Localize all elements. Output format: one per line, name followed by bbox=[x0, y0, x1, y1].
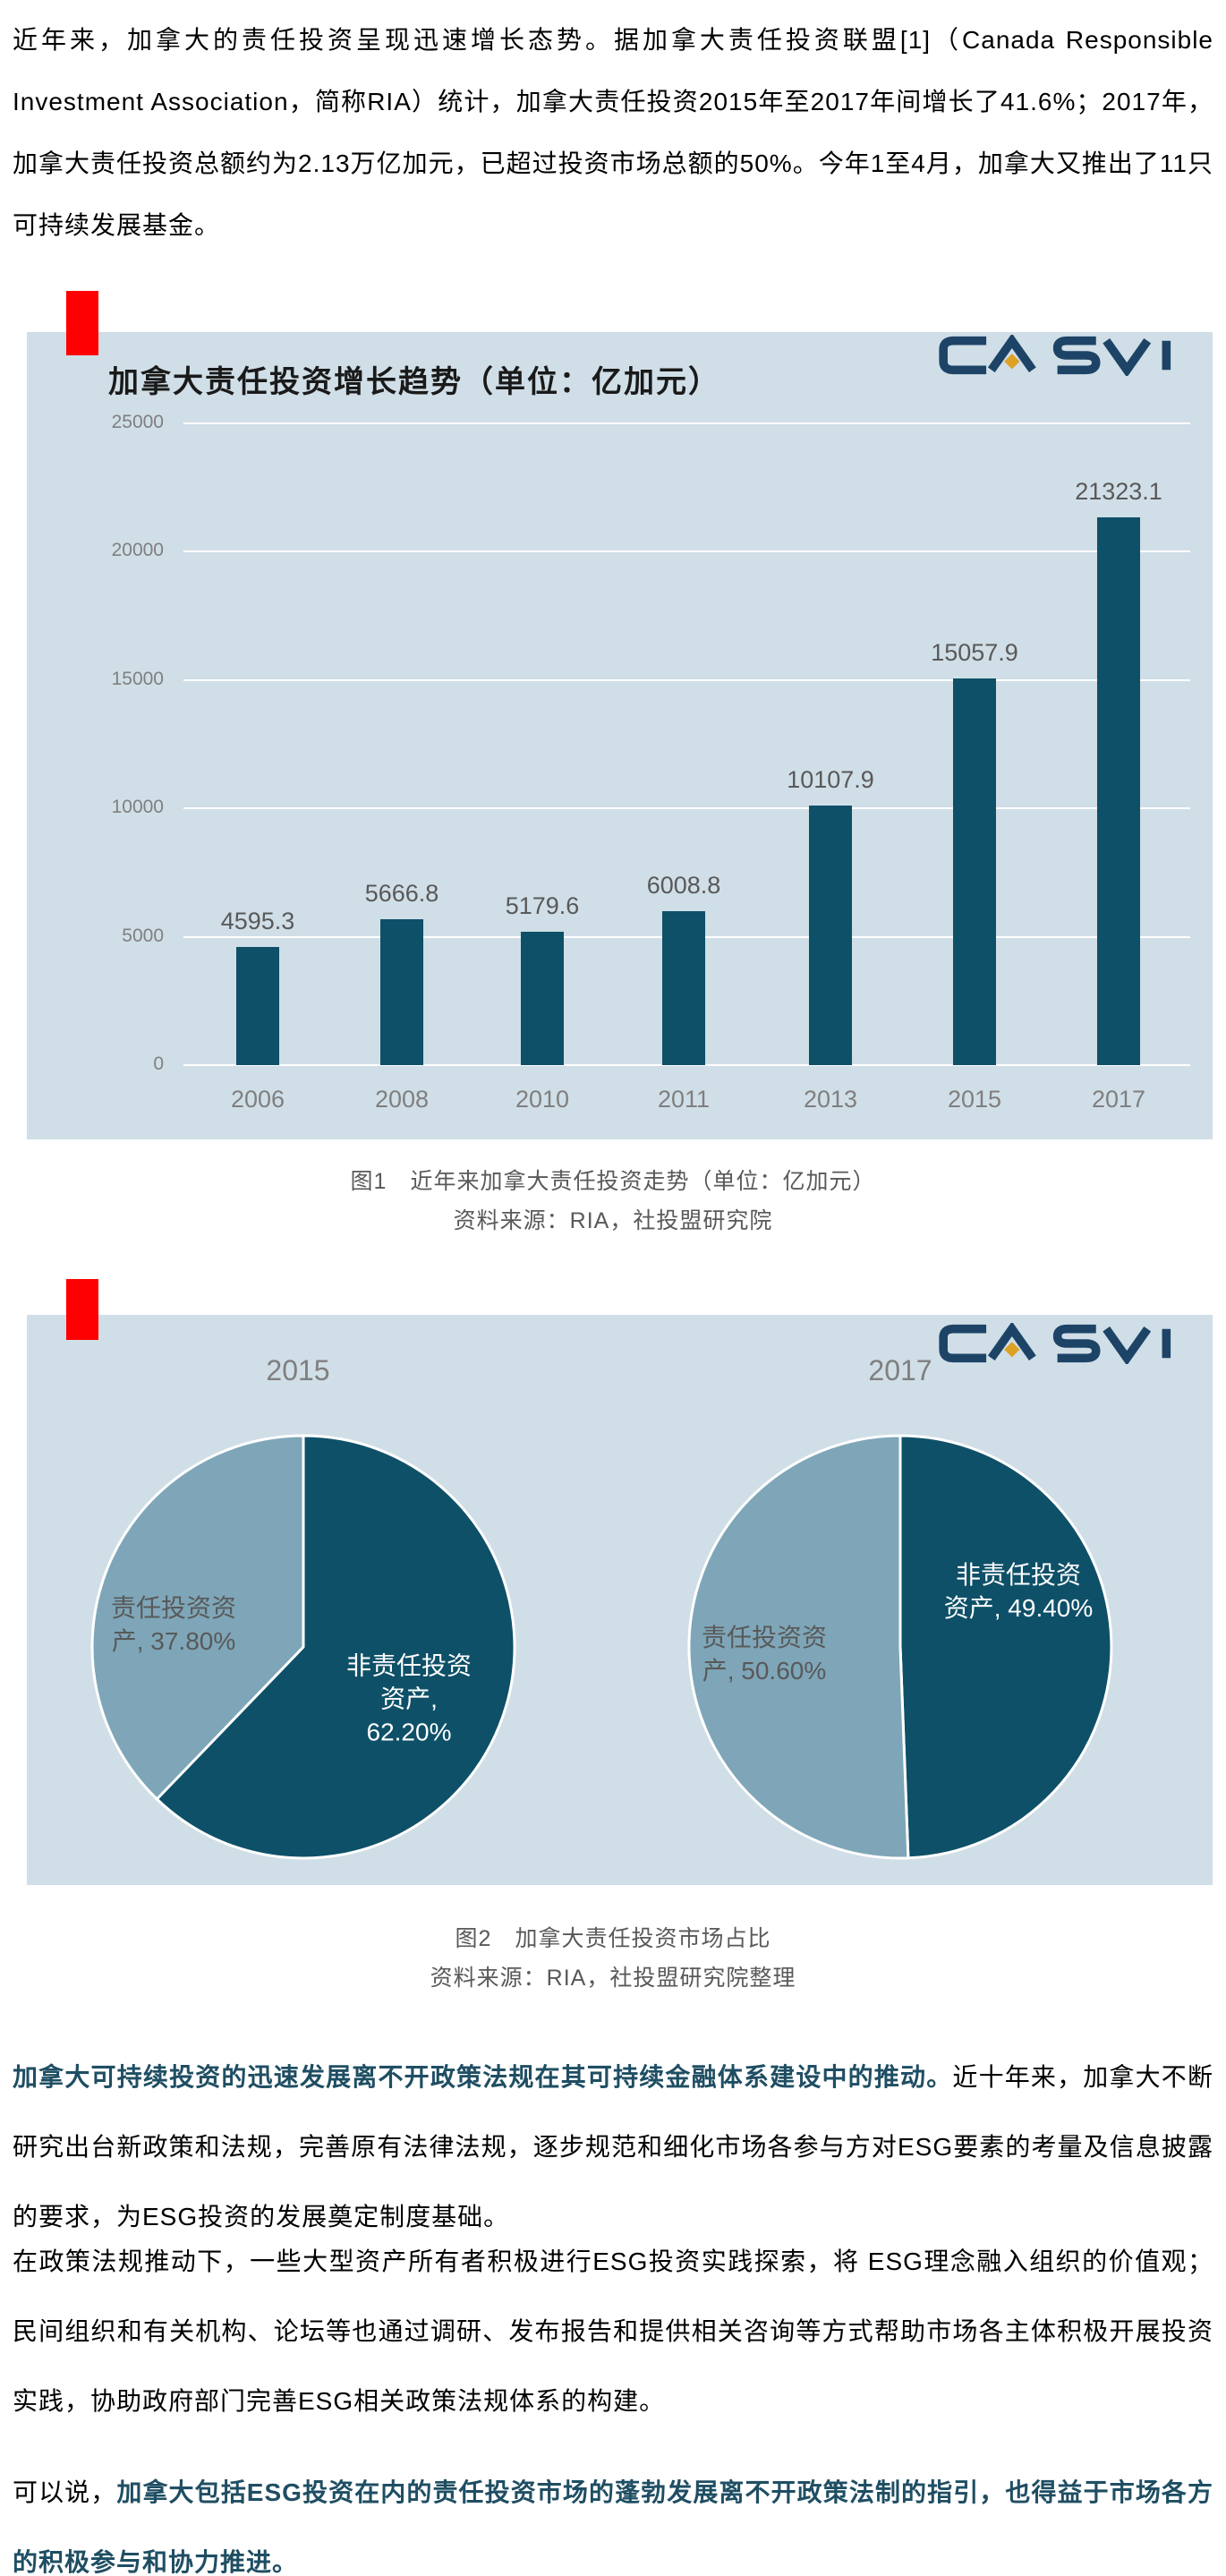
x-axis-tick-label: 2013 bbox=[803, 1086, 858, 1113]
bar bbox=[809, 806, 852, 1065]
pie-2017-title: 2017 bbox=[868, 1354, 932, 1386]
bar-chart-title: 加拿大责任投资增长趋势（单位：亿加元） bbox=[108, 365, 720, 399]
y-axis-tick-label: 20000 bbox=[111, 540, 164, 561]
conclusion-paragraph: 可以说，加拿大包括ESG投资在内的责任投资市场的蓬勃发展离不开政策法制的指引，也… bbox=[13, 2458, 1213, 2576]
x-axis-tick-label: 2006 bbox=[230, 1086, 285, 1113]
pie-svg bbox=[90, 1434, 516, 1860]
bar-value-label: 10107.9 bbox=[787, 766, 874, 794]
y-axis-tick-label: 5000 bbox=[122, 925, 164, 946]
pie-chart-panel: 2015 2017 非责任投资 资产, 62.20% 责任投资资 产, 37.80% 非… bbox=[27, 1315, 1213, 1885]
bar-value-label: 5179.6 bbox=[505, 892, 580, 920]
x-axis-tick-label: 2017 bbox=[1091, 1086, 1146, 1113]
pie-slice-责任投资资产 bbox=[687, 1434, 910, 1860]
pie-slice-label-line: 非责任投资 bbox=[345, 1651, 473, 1680]
pie-slice-label: 非责任投资资产, 62.20% bbox=[346, 1650, 472, 1749]
casvi-logo-icon bbox=[939, 1321, 1171, 1366]
pie-slice-label-line: 资产, 49.40% bbox=[943, 1594, 1094, 1622]
pie-2015-title: 2015 bbox=[266, 1354, 330, 1386]
pie-chart-2017: 非责任投资资产, 49.40% 责任投资资产, 50.60% bbox=[685, 1432, 1115, 1862]
pie-slice-非责任投资资产 bbox=[155, 1434, 516, 1860]
bar-value-label: 4595.3 bbox=[220, 908, 295, 935]
pie-slice-label-line: 62.20% bbox=[366, 1718, 452, 1746]
pie-slice-label: 责任投资资产, 50.60% bbox=[702, 1621, 827, 1687]
bar bbox=[380, 919, 423, 1065]
bar bbox=[1097, 517, 1140, 1065]
red-accent-marker bbox=[66, 291, 98, 355]
pie-slice-label: 非责任投资资产, 49.40% bbox=[944, 1558, 1094, 1625]
casvi-logo bbox=[926, 1321, 1214, 1366]
pie-chart-2015: 非责任投资资产, 62.20% 责任投资资产, 37.80% bbox=[89, 1432, 518, 1862]
pie-slice-责任投资资产 bbox=[90, 1434, 305, 1801]
gridline bbox=[183, 550, 1190, 553]
pie-slice-label-line: 产, 37.80% bbox=[111, 1627, 236, 1655]
bar bbox=[953, 678, 996, 1065]
pie-slice-label-line: 责任投资资 bbox=[110, 1594, 237, 1622]
text-segment: 加拿大可持续投资的迅速发展离不开政策法规在其可持续金融体系建设中的推动。 bbox=[13, 2063, 953, 2091]
bar bbox=[662, 910, 705, 1065]
pie-svg bbox=[687, 1434, 1113, 1860]
bar-value-label: 15057.9 bbox=[931, 639, 1018, 667]
y-axis-tick-label: 0 bbox=[153, 1053, 164, 1074]
figure2-source: 资料来源：RIA，社投盟研究院整理 bbox=[430, 1966, 796, 1991]
text-segment: 近年来，加拿大的责任投资呈现迅速增长态势。据加拿大责任投资联盟[1]（Canad… bbox=[13, 26, 1213, 239]
practice-paragraph: 在政策法规推动下，一些大型资产所有者积极进行ESG投资实践探索，将 ESG理念融… bbox=[13, 2227, 1213, 2436]
pie-slice-label-line: 资产, bbox=[380, 1685, 438, 1713]
casvi-logo bbox=[926, 333, 1214, 378]
bar bbox=[236, 947, 279, 1065]
x-axis-tick-label: 2015 bbox=[947, 1086, 1002, 1113]
bar bbox=[521, 932, 564, 1065]
pie-slice-label: 责任投资资产, 37.80% bbox=[111, 1591, 236, 1658]
figure1-source: 资料来源：RIA，社投盟研究院 bbox=[453, 1208, 773, 1233]
red-accent-marker bbox=[66, 1279, 98, 1340]
casvi-diamond-icon bbox=[1004, 354, 1020, 370]
bar-value-label: 21323.1 bbox=[1075, 478, 1162, 506]
gridline bbox=[183, 1064, 1190, 1066]
bar-value-label: 6008.8 bbox=[646, 871, 721, 899]
y-axis-tick-label: 15000 bbox=[111, 668, 164, 689]
policy-paragraph: 加拿大可持续投资的迅速发展离不开政策法规在其可持续金融体系建设中的推动。近十年来… bbox=[13, 2043, 1213, 2252]
gridline bbox=[183, 807, 1190, 810]
gridline bbox=[183, 678, 1190, 681]
bar-chart-plot: 25000 20000 15000 10000 5000 0 4595.3 2006 5666.… bbox=[27, 332, 1213, 1139]
pie-slice-非责任投资资产 bbox=[898, 1434, 1113, 1860]
gridline bbox=[183, 422, 1190, 424]
figure1-caption: 图1 近年来加拿大责任投资走势（单位：亿加元） bbox=[350, 1169, 876, 1194]
pie-slice-label-line: 责任投资资 bbox=[701, 1624, 828, 1651]
x-axis-tick-label: 2008 bbox=[374, 1086, 430, 1113]
bar-chart-panel: 加拿大责任投资增长趋势（单位：亿加元） 25000 20000 15000 10000… bbox=[27, 332, 1213, 1139]
pie-slice-label-line: 非责任投资 bbox=[955, 1561, 1081, 1589]
pie-slice-label-line: 产, 50.60% bbox=[702, 1657, 827, 1685]
bar-value-label: 5666.8 bbox=[364, 880, 439, 908]
text-segment: 可以说， bbox=[13, 2478, 117, 2506]
casvi-diamond-icon bbox=[1004, 1342, 1020, 1358]
intro-paragraph: 近年来，加拿大的责任投资呈现迅速增长态势。据加拿大责任投资联盟[1]（Canad… bbox=[13, 9, 1213, 256]
text-segment: 加拿大包括ESG投资在内的责任投资市场的蓬勃发展离不开政策法制的指引，也得益于市… bbox=[13, 2478, 1213, 2576]
x-axis-tick-label: 2011 bbox=[657, 1086, 711, 1113]
casvi-logo-icon bbox=[939, 333, 1171, 378]
y-axis-tick-label: 10000 bbox=[111, 797, 164, 818]
y-axis-tick-label: 25000 bbox=[111, 412, 164, 432]
text-segment: 在政策法规推动下，一些大型资产所有者积极进行ESG投资实践探索，将 ESG理念融… bbox=[13, 2248, 1213, 2415]
figure2-caption: 图2 加拿大责任投资市场占比 bbox=[455, 1926, 771, 1951]
text-segment: 近十年来，加拿大不断研究出台新政策和法规，完善原有法律法规，逐步规范和细化市场各… bbox=[13, 2063, 1213, 2231]
x-axis-tick-label: 2010 bbox=[515, 1086, 570, 1113]
